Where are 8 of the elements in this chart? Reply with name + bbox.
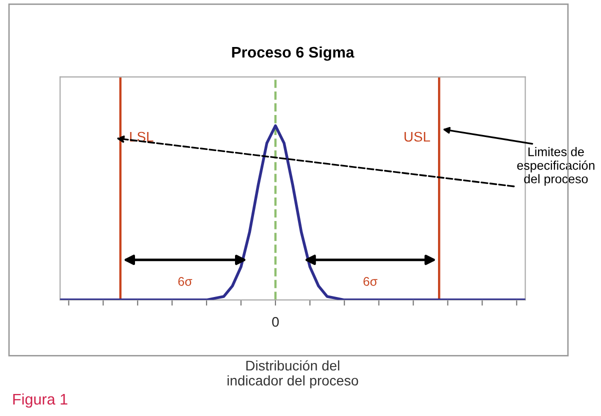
x-axis-title: Distribución del indicador del proceso [228,360,358,388]
annotation: 6σ [178,277,192,286]
annotation: Limites de especificación del proceso [517,147,594,186]
chart-title: Proceso 6 Sigma [232,46,354,61]
annotation: USL [404,132,430,142]
annotation: 6σ [364,277,378,286]
text: Figura 1 [13,393,68,408]
text: 0 [272,316,279,327]
